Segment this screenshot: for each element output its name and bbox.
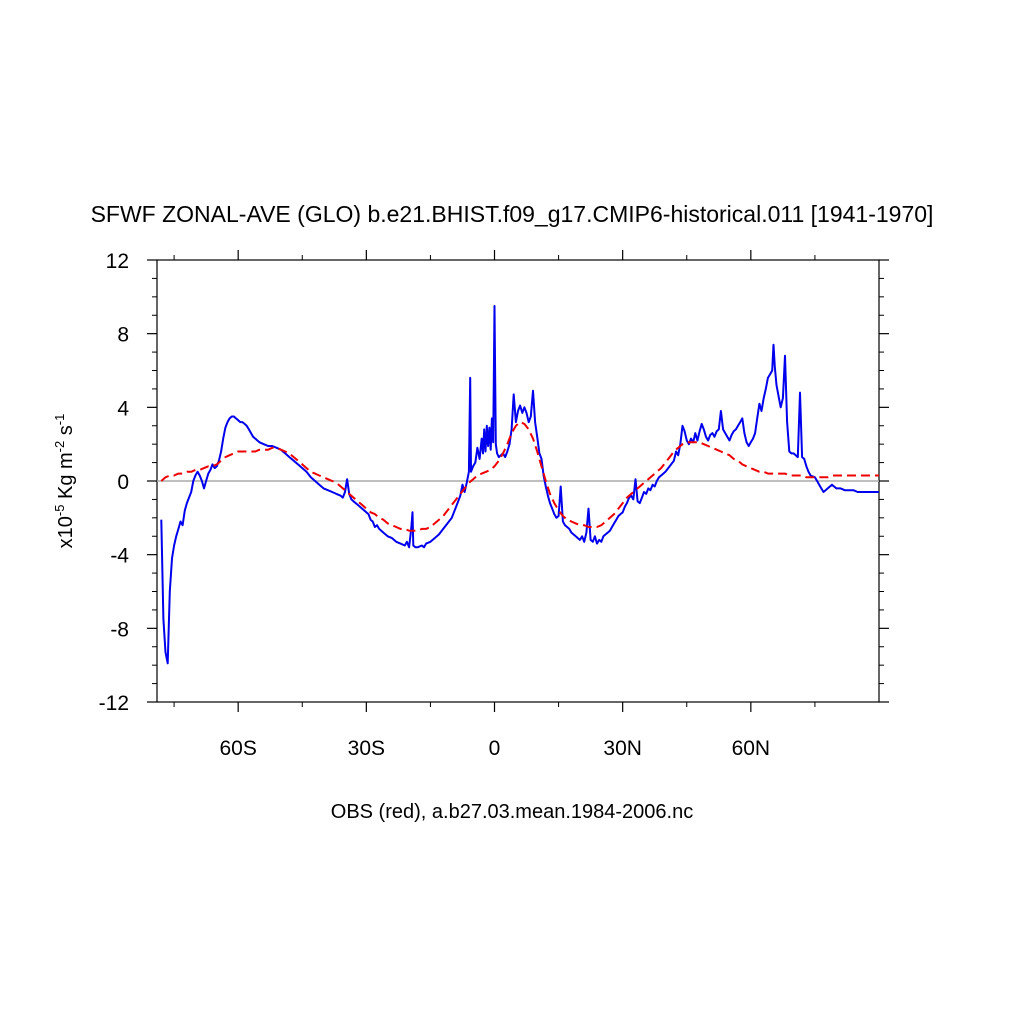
series-line-blue: [160, 305, 879, 665]
minor-ticks: [152, 255, 884, 707]
y-tick-label: 0: [117, 471, 129, 494]
chart-title: SFWF ZONAL-AVE (GLO) b.e21.BHIST.f09_g17…: [91, 201, 934, 227]
series-layer: [160, 305, 879, 665]
y-tick-label: 4: [117, 397, 129, 420]
x-tick-label: 0: [489, 737, 501, 760]
y-tick-label: 8: [117, 324, 129, 347]
x-tick-label: 30S: [348, 737, 385, 760]
plot-area: [147, 250, 889, 712]
y-tick-label: -12: [99, 692, 129, 715]
y-axis-label: x10-5 Kg m-2 s-1: [52, 414, 77, 549]
x-tick-label: 30N: [603, 737, 642, 760]
x-tick-labels: 60S 30S 0 30N 60N: [219, 737, 770, 760]
major-ticks: [147, 250, 889, 712]
y-tick-labels: 12 8 4 0 -4 -8 -12: [99, 250, 130, 715]
x-tick-label: 60S: [219, 737, 256, 760]
x-tick-label: 60N: [732, 737, 771, 760]
series-line-red-obs: [160, 421, 879, 532]
y-tick-label: -8: [110, 618, 129, 641]
y-tick-label: 12: [106, 250, 129, 273]
y-tick-label: -4: [110, 545, 129, 568]
x-axis-label: OBS (red), a.b27.03.mean.1984-2006.nc: [331, 801, 693, 823]
